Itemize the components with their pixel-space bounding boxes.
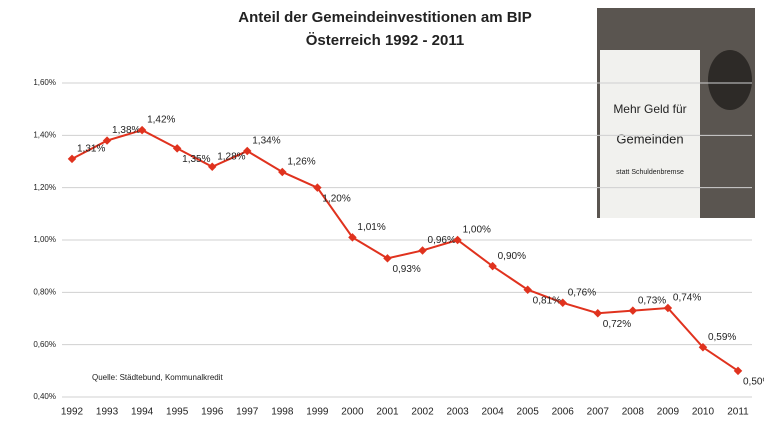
data-label: 1,00% — [463, 225, 491, 236]
data-label: 0,93% — [392, 264, 420, 275]
data-label: 0,72% — [603, 319, 631, 330]
x-tick-label: 1996 — [201, 407, 224, 418]
x-tick-label: 1992 — [61, 407, 84, 418]
data-label: 0,73% — [638, 295, 666, 306]
chart-title: Anteil der Gemeindeinvestitionen am BIP — [238, 9, 531, 26]
data-point — [278, 168, 286, 176]
chart: Anteil der Gemeindeinvestitionen am BIP … — [0, 0, 764, 422]
y-tick-label: 1,60% — [33, 78, 56, 87]
person — [708, 50, 752, 110]
x-tick-label: 2005 — [517, 407, 540, 418]
data-point — [418, 246, 426, 254]
data-label: 1,42% — [147, 115, 175, 126]
data-label: 1,31% — [77, 144, 105, 155]
poster-text: statt Schuldenbremse — [616, 169, 684, 176]
data-label: 1,35% — [182, 154, 210, 165]
x-tick-label: 1997 — [236, 407, 259, 418]
x-tick-label: 2009 — [657, 407, 680, 418]
x-tick-label: 2000 — [341, 407, 364, 418]
x-tick-label: 2003 — [446, 407, 469, 418]
data-label: 1,38% — [112, 125, 140, 136]
poster-text: Gemeinden — [616, 131, 683, 146]
y-tick-label: 1,00% — [33, 235, 56, 244]
data-label: 1,34% — [252, 136, 280, 147]
y-tick-label: 0,60% — [33, 340, 56, 349]
x-tick-label: 2008 — [622, 407, 645, 418]
source-note: Quelle: Städtebund, Kommunalkredit — [92, 373, 224, 382]
x-tick-label: 1994 — [131, 407, 154, 418]
x-tick-label: 1995 — [166, 407, 189, 418]
data-label: 0,81% — [533, 295, 561, 306]
data-label: 1,26% — [287, 157, 315, 168]
data-label: 0,96% — [428, 235, 456, 246]
poster-text: Mehr Geld für — [613, 102, 686, 116]
y-tick-label: 1,40% — [33, 130, 56, 139]
x-tick-label: 2011 — [727, 407, 749, 418]
data-label: 0,59% — [708, 332, 736, 343]
data-label: 0,74% — [673, 293, 701, 304]
data-label: 0,76% — [568, 287, 596, 298]
x-tick-label: 1993 — [96, 407, 119, 418]
photo: Mehr Geld für Gemeinden statt Schuldenbr… — [597, 8, 755, 218]
data-label: 0,50% — [743, 376, 764, 387]
data-label: 1,01% — [357, 222, 385, 233]
y-tick-label: 0,80% — [33, 287, 56, 296]
data-point — [629, 306, 637, 314]
x-tick-label: 1998 — [271, 407, 294, 418]
data-label: 0,90% — [498, 251, 526, 262]
data-point — [383, 254, 391, 262]
data-label: 1,28% — [217, 151, 245, 162]
x-tick-label: 2006 — [552, 407, 575, 418]
y-tick-label: 1,20% — [33, 183, 56, 192]
x-tick-label: 2007 — [587, 407, 610, 418]
chart-subtitle: Österreich 1992 - 2011 — [306, 32, 464, 49]
x-tick-label: 1999 — [306, 407, 329, 418]
y-tick-label: 0,40% — [33, 392, 56, 401]
data-label: 1,20% — [322, 193, 350, 204]
x-tick-label: 2004 — [482, 407, 505, 418]
data-point — [68, 155, 76, 163]
x-tick-label: 2001 — [376, 407, 399, 418]
x-tick-label: 2002 — [411, 407, 434, 418]
data-point — [173, 144, 181, 152]
data-point — [594, 309, 602, 317]
x-tick-label: 2010 — [692, 407, 715, 418]
